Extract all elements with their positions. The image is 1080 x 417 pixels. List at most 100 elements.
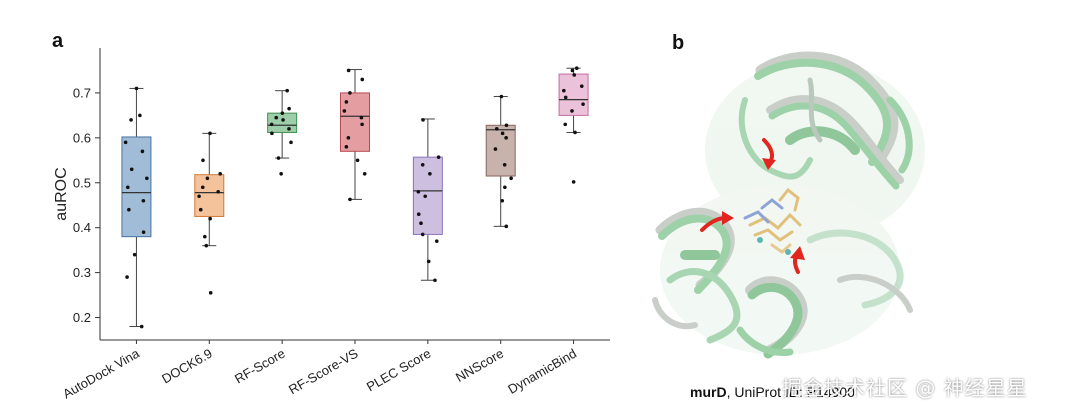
panel-label-a: a — [52, 30, 64, 52]
protein-bottom-domain — [736, 229, 913, 359]
data-point — [197, 194, 201, 199]
data-point — [362, 171, 367, 176]
data-point — [132, 252, 137, 257]
data-point — [433, 278, 437, 283]
data-point — [420, 163, 425, 167]
data-point — [436, 155, 441, 159]
data-point — [203, 234, 207, 239]
data-point — [570, 68, 575, 73]
data-point — [504, 123, 509, 128]
data-point — [500, 131, 505, 136]
x-tick-label: DOCK6.9 — [159, 346, 215, 387]
data-point — [270, 131, 274, 136]
data-point — [134, 86, 139, 91]
data-point — [346, 136, 351, 140]
data-point — [562, 88, 566, 93]
data-point — [205, 176, 210, 181]
data-point — [579, 84, 584, 88]
data-point — [287, 106, 291, 111]
data-point — [129, 118, 133, 122]
data-point — [281, 118, 285, 122]
data-point — [573, 130, 577, 135]
data-point — [416, 189, 421, 194]
data-point — [500, 198, 505, 203]
data-point — [571, 180, 576, 184]
data-point — [346, 68, 351, 73]
caption-gene: murD — [690, 384, 727, 400]
data-point — [201, 158, 205, 163]
data-point — [504, 224, 509, 229]
x-tick-label: PLEC Score — [364, 346, 433, 395]
data-point — [581, 102, 585, 106]
data-point — [125, 185, 130, 190]
data-point — [289, 140, 293, 145]
data-point — [359, 115, 364, 120]
y-tick-label: 0.2 — [73, 310, 91, 325]
data-point — [287, 127, 291, 131]
data-point — [344, 100, 349, 104]
data-point — [420, 232, 425, 237]
data-point — [208, 131, 212, 136]
data-point — [348, 197, 352, 202]
data-point — [509, 176, 513, 181]
box-plec-score — [412, 156, 443, 235]
watermark-text: 掘金技术社区 @ 神经星星 — [782, 376, 1028, 400]
y-tick-label: 0.5 — [73, 175, 91, 190]
box-nnscore — [485, 124, 516, 177]
x-tick-label: NNScore — [453, 346, 506, 385]
data-point — [355, 158, 360, 163]
data-point — [423, 194, 427, 199]
y-tick-label: 0.4 — [73, 220, 91, 235]
y-axis-title: auROC — [53, 167, 70, 220]
data-point — [218, 171, 223, 176]
box-dynamicbind — [558, 73, 589, 116]
conformational-change-arrows — [700, 138, 805, 274]
data-point — [342, 109, 347, 113]
x-tick-label: RF-Score-VS — [286, 345, 361, 397]
data-point — [204, 243, 209, 248]
boxplot-chart: 0.2 0.3 0.4 0.5 0.6 0.7 auROC AutoDock Vina DOCK… — [53, 48, 610, 401]
data-point — [493, 147, 498, 151]
data-point — [494, 127, 499, 131]
data-point — [499, 94, 504, 99]
data-point — [426, 259, 431, 264]
data-point — [139, 324, 144, 329]
data-point — [127, 207, 131, 212]
structure-caption: murD, UniProt ID: P14900 — [690, 384, 855, 400]
data-point — [145, 176, 149, 181]
data-point — [125, 275, 129, 279]
y-tick-label: 0.6 — [73, 130, 91, 145]
data-point — [279, 171, 283, 176]
data-point — [208, 216, 212, 221]
data-point — [348, 91, 352, 95]
data-point — [572, 73, 577, 77]
data-point — [141, 198, 146, 203]
data-point — [274, 115, 279, 120]
data-point — [503, 185, 507, 190]
data-point — [434, 239, 439, 243]
data-point — [140, 149, 145, 154]
y-tick-label: 0.3 — [73, 265, 91, 280]
data-point — [360, 77, 365, 82]
data-point — [570, 109, 574, 113]
protein-left-domain — [652, 207, 741, 344]
data-point — [276, 156, 281, 160]
data-point — [419, 221, 423, 225]
panel-label-b: b — [672, 32, 685, 54]
caption-uniprot: , UniProt ID: P14900 — [726, 384, 855, 400]
data-point — [216, 189, 220, 194]
data-point — [360, 122, 364, 127]
data-point — [344, 145, 349, 149]
protein-top-domain — [738, 51, 913, 190]
data-point — [269, 122, 274, 127]
data-point — [574, 66, 579, 71]
data-point — [200, 185, 205, 190]
x-tick-label: AutoDock Vina — [60, 345, 142, 401]
data-point — [416, 212, 421, 217]
y-tick-label: 0.7 — [73, 85, 91, 100]
data-point — [285, 88, 289, 93]
data-point — [563, 95, 568, 100]
data-point — [502, 163, 507, 167]
data-point — [421, 118, 425, 122]
